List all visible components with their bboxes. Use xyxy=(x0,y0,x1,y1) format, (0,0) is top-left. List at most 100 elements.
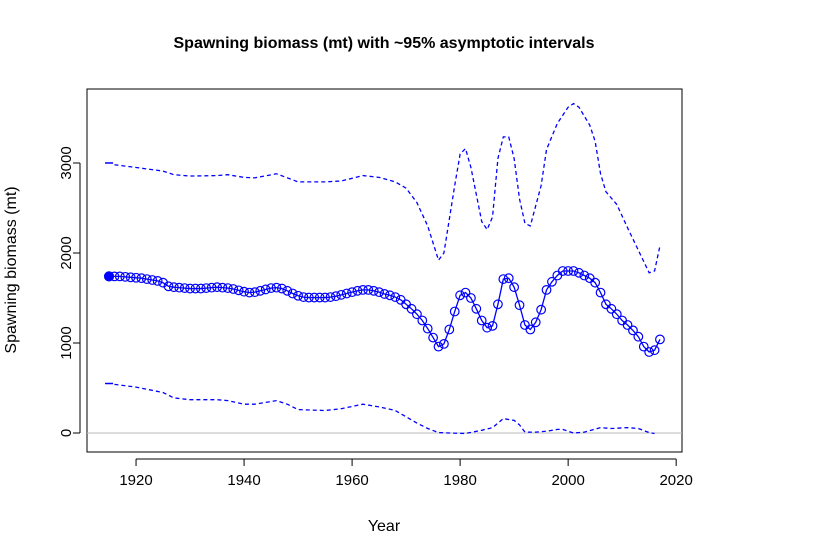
data-point xyxy=(368,285,379,296)
x-tick-label: 2000 xyxy=(551,472,584,489)
data-point xyxy=(228,284,239,294)
data-point xyxy=(276,283,287,294)
y-tick-label: 1000 xyxy=(58,326,75,359)
data-point xyxy=(633,331,644,342)
data-point xyxy=(147,275,158,285)
chart-title: Spawning biomass (mt) with ~95% asymptot… xyxy=(174,35,595,52)
data-point xyxy=(385,290,395,301)
data-point xyxy=(557,266,568,276)
data-point xyxy=(185,283,195,294)
data-point xyxy=(168,282,179,293)
data-point xyxy=(352,285,363,296)
data-point xyxy=(649,345,660,356)
data-point xyxy=(103,271,115,282)
data-point xyxy=(406,303,417,314)
data-point xyxy=(314,292,325,303)
y-tick-label: 3000 xyxy=(58,146,75,179)
data-point xyxy=(471,303,482,314)
data-point xyxy=(266,283,276,293)
data-point xyxy=(271,282,282,293)
data-point xyxy=(120,271,131,282)
data-point xyxy=(152,275,163,286)
data-point xyxy=(136,273,147,284)
data-point xyxy=(217,282,228,293)
data-point xyxy=(287,288,298,299)
data-point xyxy=(412,309,422,320)
series-line xyxy=(114,383,655,435)
data-point xyxy=(195,283,206,294)
data-point xyxy=(417,315,428,326)
data-point xyxy=(482,322,493,333)
data-point xyxy=(336,289,347,300)
data-point xyxy=(320,292,330,303)
data-point xyxy=(590,277,601,288)
data-point xyxy=(493,299,503,310)
data-point xyxy=(309,292,320,303)
data-point xyxy=(498,274,509,284)
x-tick-label: 1980 xyxy=(443,472,476,489)
data-point xyxy=(487,320,498,331)
data-point xyxy=(628,325,638,336)
data-point xyxy=(595,287,606,298)
data-point xyxy=(460,287,471,298)
x-axis-label: Year xyxy=(368,518,401,535)
data-point xyxy=(249,287,260,298)
data-point xyxy=(131,272,141,283)
y-tick-label: 2000 xyxy=(58,236,75,269)
data-point xyxy=(174,282,185,293)
data-point xyxy=(622,320,633,330)
data-point xyxy=(466,293,476,303)
data-point xyxy=(379,289,390,299)
data-point xyxy=(455,290,466,301)
plot-frame xyxy=(86,88,683,453)
data-point xyxy=(233,285,244,296)
data-point xyxy=(509,282,520,293)
data-point xyxy=(374,287,384,298)
data-point xyxy=(363,284,374,295)
data-point xyxy=(563,266,574,276)
data-point xyxy=(325,292,336,302)
data-point xyxy=(255,285,266,296)
data-point xyxy=(341,288,352,299)
x-tick-label: 1960 xyxy=(335,472,368,489)
x-tick-label: 1940 xyxy=(227,472,260,489)
series-line xyxy=(109,270,661,353)
data-point xyxy=(125,272,136,283)
data-point xyxy=(190,283,201,294)
data-point xyxy=(433,341,444,352)
data-point xyxy=(260,284,271,295)
data-point xyxy=(347,287,357,298)
data-point xyxy=(114,271,125,282)
data-point xyxy=(163,281,174,292)
data-point xyxy=(644,347,655,357)
data-point xyxy=(244,287,255,298)
data-point xyxy=(536,304,547,315)
data-point xyxy=(422,323,433,334)
data-point xyxy=(449,306,460,317)
x-tick-label: 2020 xyxy=(659,472,692,489)
data-point xyxy=(611,309,622,320)
data-point xyxy=(158,277,168,288)
data-point xyxy=(514,300,525,311)
data-point xyxy=(530,317,541,328)
data-point xyxy=(439,339,449,349)
data-point xyxy=(201,283,212,293)
data-point xyxy=(568,266,579,276)
x-tick-label: 1920 xyxy=(119,472,152,489)
data-point xyxy=(390,292,401,302)
data-point xyxy=(206,282,217,293)
data-point xyxy=(444,324,455,335)
data-point xyxy=(239,286,249,297)
data-point xyxy=(212,282,222,293)
data-point xyxy=(606,303,617,314)
data-point xyxy=(357,284,368,295)
data-point xyxy=(579,270,590,281)
data-point xyxy=(179,283,190,293)
y-tick-label: 0 xyxy=(58,429,75,437)
y-axis-label: Spawning biomass (mt) xyxy=(3,186,20,353)
series-line xyxy=(114,102,661,274)
data-point xyxy=(541,284,552,295)
data-point xyxy=(293,290,303,301)
data-point xyxy=(428,332,439,343)
